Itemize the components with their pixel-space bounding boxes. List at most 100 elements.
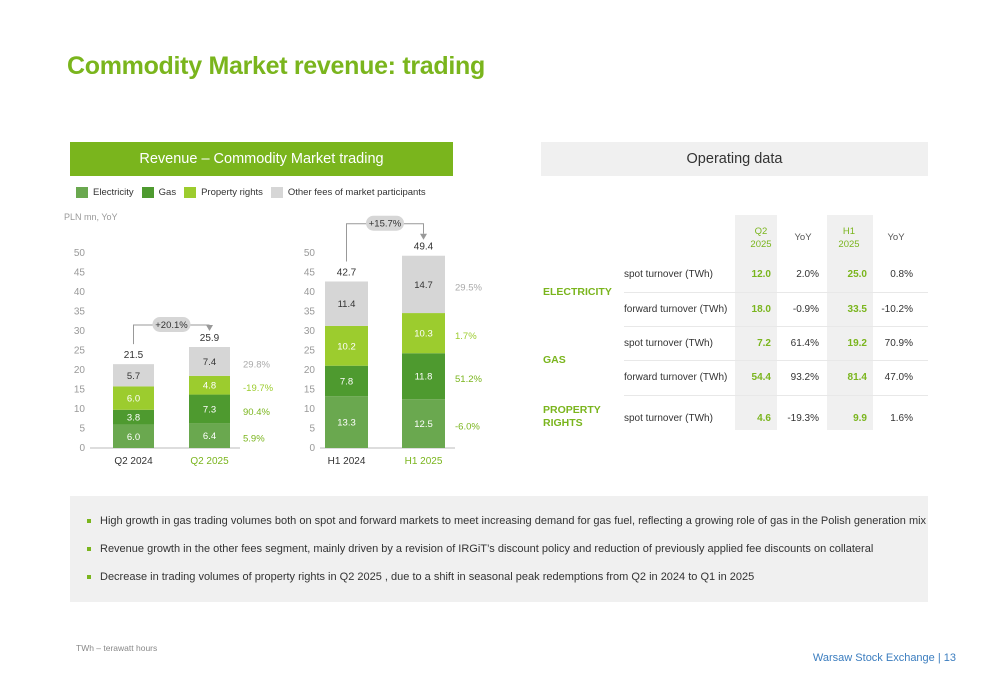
y-tick-label: 50 (304, 248, 316, 259)
header-yoy-q2: YoY (794, 232, 812, 243)
y-tick-label: 45 (304, 268, 316, 279)
bar-data-label: 4.8 (203, 381, 216, 392)
legend-swatch-gas (141, 187, 154, 198)
row-separator (624, 292, 928, 293)
y-tick-label: 45 (74, 268, 86, 279)
value-yoy: 70.9% (884, 338, 913, 349)
y-tick-label: 20 (74, 365, 86, 376)
value-yoy: 93.2% (790, 372, 819, 383)
bar-data-label: 6.0 (127, 394, 140, 405)
legend-label-other-fees: Other fees of market participants (287, 187, 426, 198)
y-tick-label: 15 (304, 385, 316, 396)
row-separator (624, 360, 928, 361)
legend-swatch-electricity (76, 187, 88, 198)
x-category-label: Q2 2024 (114, 456, 153, 467)
yoy-change-label: 5.9% (243, 434, 265, 445)
page-footer: Warsaw Stock Exchange | 13 (812, 652, 956, 664)
growth-arrow-icon (206, 324, 213, 331)
note-text: Revenue growth in the other fees segment… (100, 543, 874, 555)
growth-label: +15.7% (369, 219, 402, 230)
q2-column-shade (735, 215, 777, 430)
unit-label: PLN mn, YoY (64, 212, 118, 222)
value-yoy: 2.0% (796, 269, 819, 280)
metric-gas-spot: spot turnover (TWh) (624, 338, 713, 349)
revenue-panel-header: Revenue – Commodity Market trading (70, 142, 453, 176)
y-tick-label: 30 (74, 326, 86, 337)
bar-segment (325, 396, 368, 448)
operating-data-title: Operating data (686, 151, 783, 167)
growth-badge (366, 215, 404, 231)
page-title: Commodity Market revenue: trading (67, 52, 485, 80)
bar-total-label: 42.7 (337, 267, 357, 278)
header-yoy-h1: YoY (887, 232, 905, 243)
growth-arrow-icon (420, 233, 427, 240)
y-tick-label: 40 (304, 287, 316, 298)
group-property-rights: PROPERTY RIGHTS (543, 404, 601, 429)
bar-data-label: 10.2 (337, 341, 356, 352)
value-yoy: 61.4% (790, 338, 819, 349)
value-h1: 33.5 (847, 304, 867, 315)
bar-segment (189, 375, 230, 395)
bar-segment (402, 255, 445, 314)
legend-label-property-rights: Property rights (201, 187, 263, 198)
y-tick-label: 10 (304, 404, 316, 415)
bar-data-label: 6.0 (127, 432, 140, 443)
bar-data-label: 10.3 (414, 329, 433, 340)
legend-item-other-fees: Other fees of market participants (270, 187, 426, 198)
row-separator (624, 395, 928, 396)
bar-segment (189, 346, 230, 376)
value-q2: 54.4 (751, 372, 771, 383)
note-text: High growth in gas trading volumes both … (100, 515, 927, 527)
growth-badge (152, 316, 191, 332)
header-q2-2025: Q2 2025 (750, 226, 772, 250)
revenue-panel-title: Revenue – Commodity Market trading (139, 151, 384, 167)
bullet-icon (87, 575, 91, 579)
legend-swatch-other-fees (270, 187, 283, 198)
metric-electricity-spot: spot turnover (TWh) (624, 269, 713, 280)
yoy-change-label: 29.5% (455, 282, 482, 293)
bar-segment (113, 424, 154, 448)
bar-data-label: 7.3 (203, 404, 216, 415)
bar-segment (402, 399, 445, 448)
value-h1: 25.0 (847, 269, 867, 280)
value-yoy: 1.6% (890, 413, 913, 424)
legend-swatch-property-rights (184, 187, 197, 198)
notes-box: High growth in gas trading volumes both … (70, 496, 928, 602)
metric-electricity-forward: forward turnover (TWh) (624, 304, 728, 315)
y-tick-label: 25 (74, 346, 86, 357)
y-tick-label: 0 (79, 443, 85, 454)
value-h1: 9.9 (853, 413, 867, 424)
metric-gas-forward: forward turnover (TWh) (624, 372, 728, 383)
bar-segment (402, 353, 445, 400)
group-gas: GAS (543, 354, 566, 366)
x-category-label: H1 2024 (328, 456, 366, 467)
y-tick-label: 10 (74, 404, 86, 415)
bar-data-label: 7.4 (203, 357, 216, 368)
chart-legend: Electricity Gas Property rights Other fe… (76, 187, 426, 198)
value-h1: 19.2 (847, 338, 867, 349)
note-item: Revenue growth in the other fees segment… (87, 543, 873, 555)
y-tick-label: 50 (74, 248, 86, 259)
yoy-change-label: -19.7% (243, 383, 274, 394)
bullet-icon (87, 519, 91, 523)
x-category-label: H1 2025 (405, 456, 443, 467)
y-tick-label: 40 (74, 287, 86, 298)
legend-item-gas: Gas (141, 187, 176, 198)
bar-data-label: 14.7 (414, 280, 433, 291)
footnote: TWh – terawatt hours (76, 643, 158, 653)
y-tick-label: 15 (74, 385, 86, 396)
value-yoy: -10.2% (881, 304, 913, 315)
value-q2: 7.2 (757, 338, 771, 349)
bar-segment (325, 281, 368, 326)
bar-data-label: 7.8 (340, 376, 353, 387)
header-h1-2025: H1 2025 (838, 226, 860, 250)
y-tick-label: 30 (304, 326, 316, 337)
bar-data-label: 13.3 (337, 418, 356, 429)
y-tick-label: 25 (304, 346, 316, 357)
bar-data-label: 6.4 (203, 431, 216, 442)
metric-property-rights-spot: spot turnover (TWh) (624, 413, 713, 424)
value-yoy: -0.9% (792, 304, 819, 315)
value-q2: 4.6 (757, 413, 771, 424)
bar-total-label: 25.9 (200, 333, 220, 344)
